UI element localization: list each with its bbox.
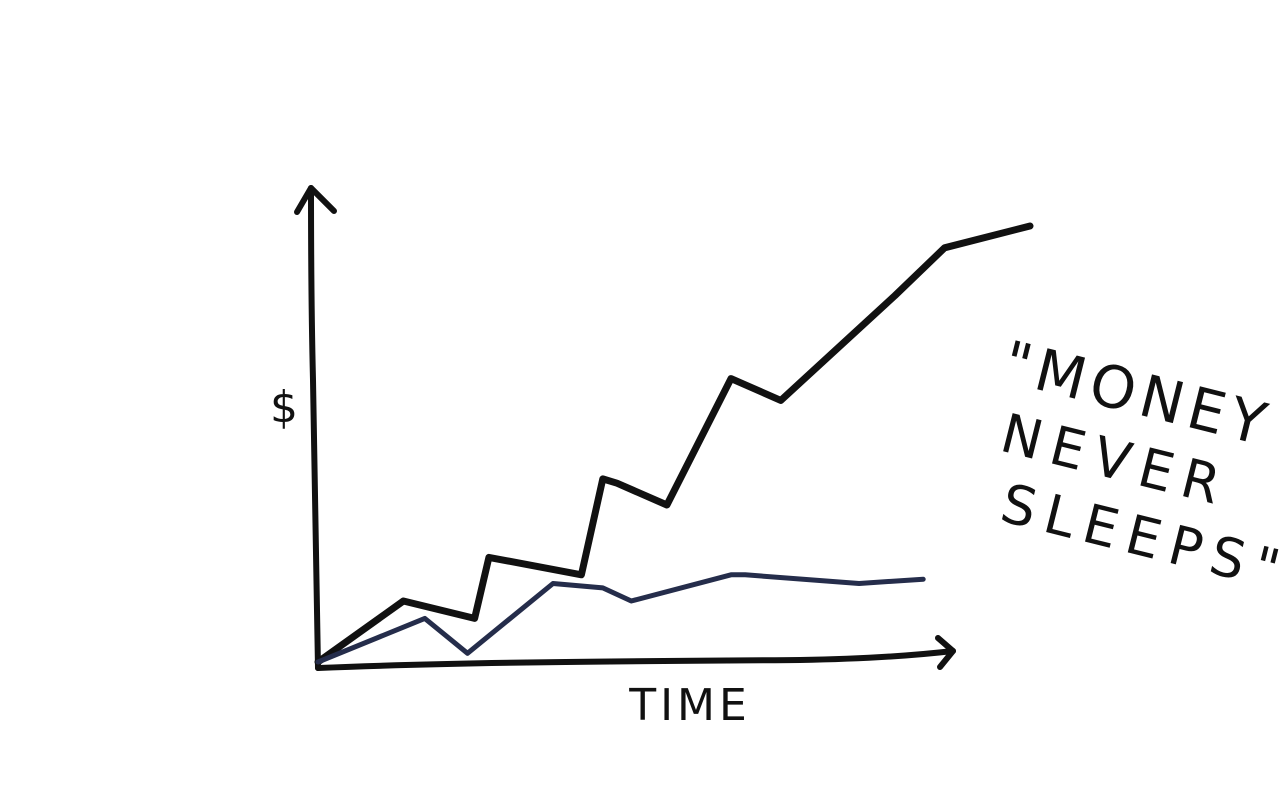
axes bbox=[294, 185, 956, 671]
x-axis-arrowhead bbox=[935, 635, 956, 670]
x-axis bbox=[315, 648, 956, 671]
series-line-2 bbox=[315, 572, 926, 665]
x-axis-label: TIME bbox=[628, 680, 751, 731]
series-layer bbox=[314, 222, 1034, 666]
y-axis bbox=[308, 185, 321, 671]
y-axis-arrowhead bbox=[294, 185, 337, 215]
annotation: "MONEY NEVER SLEEPS" bbox=[995, 328, 1280, 604]
series-line-1 bbox=[314, 222, 1034, 666]
y-axis-label: $ bbox=[270, 382, 298, 433]
